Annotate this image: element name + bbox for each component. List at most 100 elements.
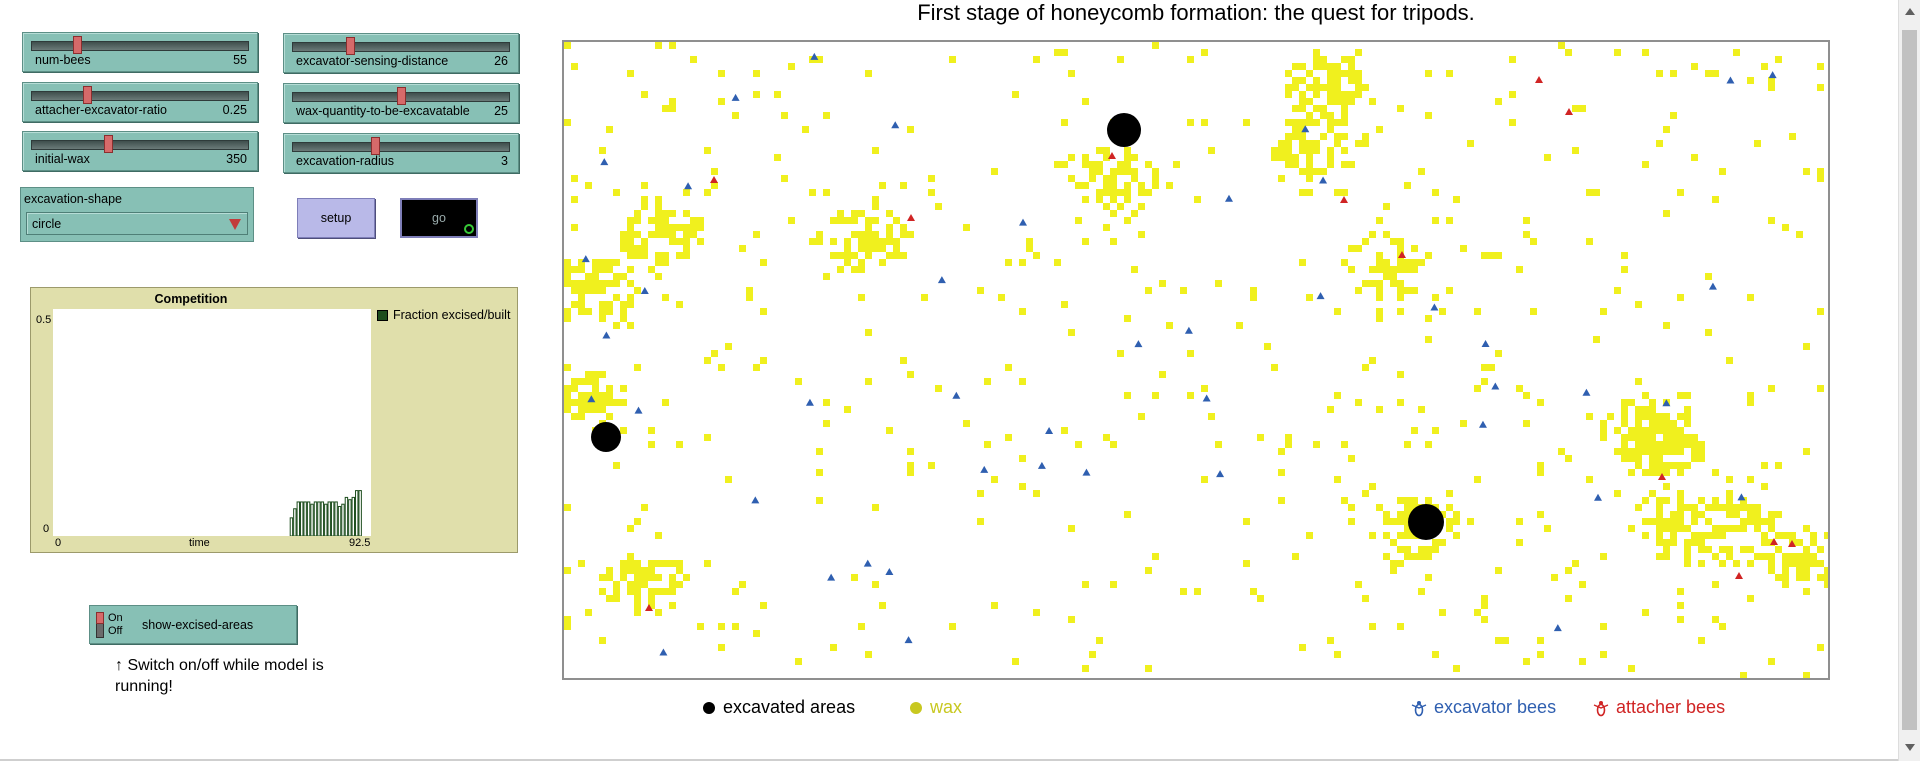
legend-excavator-label: excavator bees bbox=[1434, 697, 1557, 717]
plot-bar bbox=[337, 505, 342, 536]
plot-bar bbox=[313, 501, 318, 536]
switch-knob[interactable] bbox=[96, 612, 104, 624]
chooser-value: circle bbox=[32, 217, 62, 231]
attacher-bee bbox=[1770, 538, 1778, 545]
excavator-bee bbox=[1202, 394, 1211, 402]
wax-quantity-slider[interactable]: wax-quantity-to-be-excavatable 25 bbox=[283, 83, 519, 123]
switch-label: show-excised-areas bbox=[142, 618, 254, 632]
excavator-bee bbox=[952, 391, 961, 399]
yellow-dot-icon bbox=[910, 701, 922, 714]
plot-bar bbox=[296, 501, 300, 536]
num-bees-slider[interactable]: num-bees 55 bbox=[22, 32, 258, 72]
plot-bar bbox=[344, 496, 349, 536]
attacher-bee bbox=[1788, 540, 1796, 547]
excavator-bee bbox=[805, 398, 814, 406]
attacher-bee bbox=[907, 214, 915, 221]
excavator-bee bbox=[1582, 388, 1591, 396]
world-view[interactable] bbox=[562, 40, 1830, 680]
slider-label: wax-quantity-to-be-excavatable bbox=[296, 104, 470, 118]
slider-thumb[interactable] bbox=[104, 135, 114, 153]
excavator-bee bbox=[1481, 339, 1490, 347]
excavated-area bbox=[1408, 504, 1444, 540]
slider-thumb[interactable] bbox=[396, 87, 406, 105]
y-axis-max: 0.5 bbox=[36, 314, 52, 326]
go-button[interactable]: go bbox=[400, 198, 478, 238]
view-title: First stage of honeycomb formation: the … bbox=[917, 0, 1475, 25]
excavator-sensing-distance-slider[interactable]: excavator-sensing-distance 26 bbox=[283, 33, 519, 73]
y-axis-min: 0 bbox=[43, 523, 50, 535]
x-axis-label: time bbox=[189, 537, 210, 549]
slider-thumb[interactable] bbox=[346, 37, 356, 55]
chooser-label: excavation-shape bbox=[24, 192, 122, 206]
excavator-bee bbox=[885, 568, 894, 576]
excavator-bee bbox=[1045, 426, 1054, 434]
excavator-bee bbox=[1478, 420, 1487, 428]
attacher-bee bbox=[1658, 473, 1666, 480]
excavation-shape-chooser[interactable]: excavation-shape circle bbox=[20, 187, 254, 242]
excavator-bee bbox=[904, 636, 913, 644]
slider-thumb[interactable] bbox=[72, 36, 82, 54]
excavator-bee bbox=[587, 395, 596, 403]
excavator-bee bbox=[980, 465, 989, 473]
excavator-bee bbox=[1430, 303, 1439, 311]
excavator-bee bbox=[1768, 71, 1777, 79]
scrollbar-thumb[interactable] bbox=[1902, 30, 1917, 730]
excavator-bee bbox=[600, 158, 609, 166]
switch-on-label: On bbox=[108, 612, 123, 624]
legend-wax-label: wax bbox=[930, 697, 963, 717]
show-excised-areas-switch[interactable]: On Off show-excised-areas bbox=[89, 605, 297, 644]
x-axis-max: 92.5 bbox=[349, 537, 371, 549]
attacher-bee bbox=[710, 176, 718, 183]
setup-button[interactable]: setup bbox=[297, 198, 375, 238]
legend-excavated-label: excavated areas bbox=[723, 697, 856, 717]
world-canvas bbox=[564, 42, 1828, 678]
initial-wax-slider[interactable]: initial-wax 350 bbox=[22, 131, 258, 171]
slider-track bbox=[292, 142, 510, 152]
slider-label: excavation-radius bbox=[296, 154, 394, 168]
plot-bar bbox=[355, 490, 359, 536]
switch-off-label: Off bbox=[108, 625, 123, 637]
attacher-bee bbox=[645, 604, 653, 611]
excavator-bee bbox=[810, 52, 819, 60]
vertical-scrollbar[interactable] bbox=[1898, 0, 1920, 761]
excavated-area bbox=[1107, 113, 1141, 147]
excavator-bee bbox=[1224, 194, 1233, 202]
attacher-excavator-ratio-slider[interactable]: attacher-excavator-ratio 0.25 bbox=[22, 82, 258, 122]
bees bbox=[581, 52, 1796, 656]
slider-value: 350 bbox=[226, 152, 247, 166]
slider-value: 25 bbox=[494, 104, 508, 118]
excavator-bee bbox=[751, 496, 760, 504]
scroll-down-icon[interactable] bbox=[1905, 744, 1915, 751]
legend-attacher: attacher bees bbox=[1592, 697, 1725, 718]
attacher-bee bbox=[1735, 572, 1743, 579]
slider-thumb[interactable] bbox=[371, 137, 381, 155]
excavator-bee bbox=[1301, 125, 1310, 133]
attacher-bee bbox=[1565, 108, 1573, 115]
excavator-bee bbox=[1134, 340, 1143, 348]
excavator-bee bbox=[1037, 461, 1046, 469]
excavator-bee bbox=[602, 331, 611, 339]
plot-bar bbox=[341, 503, 345, 536]
excavator-bee bbox=[581, 255, 590, 263]
bee-blue-icon bbox=[1411, 700, 1427, 716]
slider-label: initial-wax bbox=[35, 152, 90, 166]
scroll-up-icon[interactable] bbox=[1905, 8, 1915, 15]
attacher-bee bbox=[1535, 76, 1543, 83]
attacher-bee bbox=[1108, 152, 1116, 159]
plot-bar bbox=[358, 490, 362, 536]
excavation-radius-slider[interactable]: excavation-radius 3 bbox=[283, 133, 519, 173]
slider-thumb[interactable] bbox=[83, 86, 93, 104]
plot-area bbox=[53, 309, 371, 536]
switch-note: ↑ Switch on/off while model is running! bbox=[115, 657, 324, 695]
plot-bar bbox=[289, 517, 294, 536]
plot-bar bbox=[303, 501, 307, 536]
excavator-bee bbox=[1708, 282, 1717, 290]
plot-bar bbox=[324, 503, 328, 536]
plot-bar bbox=[320, 501, 325, 536]
excavator-bee bbox=[1019, 218, 1028, 226]
excavator-bee bbox=[937, 276, 946, 284]
excavated-area bbox=[591, 422, 621, 452]
dropdown-arrow-icon[interactable] bbox=[229, 219, 241, 230]
plot-bar bbox=[351, 496, 355, 536]
chooser-select[interactable]: circle bbox=[26, 212, 248, 235]
